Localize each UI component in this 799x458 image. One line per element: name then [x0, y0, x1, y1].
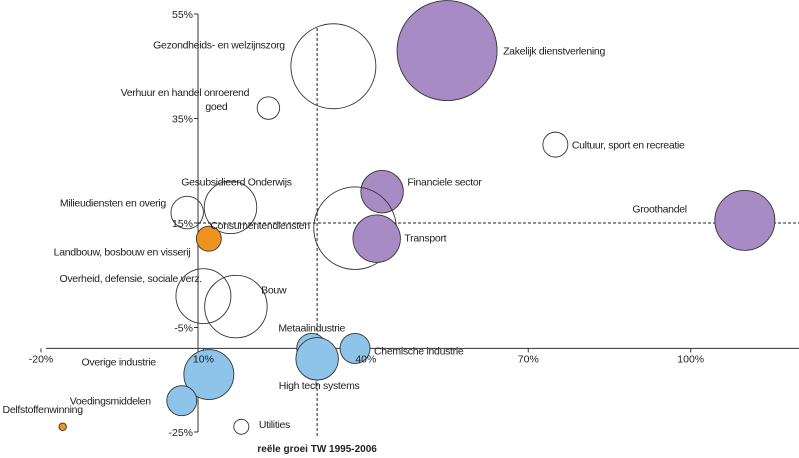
bubbles: [58, 0, 776, 435]
bubble-high-tech-systems: [295, 337, 339, 381]
bubble-transport: [352, 214, 401, 263]
bubble-voedingsmiddelen: [166, 385, 198, 417]
y-tick-label: -5%: [174, 323, 193, 335]
label-financiele-sector: Financiele sector: [407, 177, 482, 189]
bubble-overige-industrie: [183, 349, 235, 400]
x-axis-title: reële groei TW 1995-2006: [257, 444, 377, 455]
bubble-financiele-sector: [360, 169, 404, 214]
label-voedingsmiddelen: Voedingsmiddelen: [70, 396, 151, 408]
label-cultuur-sport-en-recreatie: Cultuur, sport en recreatie: [572, 140, 685, 152]
x-tick-label: -20%: [29, 353, 54, 365]
bubble-verhuur-en-handel-onroerend-goed: [256, 96, 281, 120]
y-tick-label: 55%: [172, 9, 193, 21]
x-tick-label: 100%: [677, 353, 704, 365]
bubble-utilities: [233, 418, 250, 435]
bubble-cultuur-sport-en-recreatie: [542, 131, 569, 158]
bubble-zakelijk-dienstverlening: [396, 0, 498, 102]
bubble-delfstoffenwinning: [58, 422, 67, 431]
label-consumentendiensten: Consumentendiensten: [210, 220, 310, 232]
label-groothandel: Groothandel: [632, 203, 687, 215]
label-bouw: Bouw: [261, 285, 287, 297]
y-tick-label: 35%: [172, 114, 193, 126]
bubble-milieudiensten-en-overig: [170, 195, 204, 230]
label-transport: Transport: [404, 233, 446, 245]
x-tick-label: 40%: [355, 353, 376, 365]
x-tick-label: 70%: [518, 353, 539, 365]
label-verhuur-en-handel-onroerend-goed-line-1: Verhuur en handel onroerend: [121, 87, 250, 99]
label-verhuur-en-handel-onroerend-goed-line-2: goed: [205, 101, 228, 113]
label-metaalindustrie: Metaalindustrie: [278, 322, 345, 334]
bubble-groothandel: [714, 189, 776, 251]
tick-labels: 55% 35% 15% -5% -25% -20% 10% 40% 70% 100%: [29, 9, 704, 439]
bubble-overheid-defensie-sociale-verz: [175, 268, 232, 325]
label-gesubsidieerd-onderwijs: Gesubsidieerd Onderwijs: [181, 176, 291, 188]
bubble-gezondheids-en-welzijnszorg: [290, 23, 377, 110]
label-overheid-defensie-sociale-verz: Overheid, defensie, sociale verz.: [59, 273, 201, 285]
bubble-bouw: [204, 274, 268, 339]
bubble-gesubsidieerd-onderwijs: [203, 180, 258, 235]
label-zakelijk-dienstverlening: Zakelijk dienstverlening: [503, 46, 605, 58]
label-high-tech-systems: High tech systems: [279, 380, 360, 392]
y-tick-label: -25%: [168, 427, 193, 439]
bubble-landbouw-bosbouw-en-visserij: [195, 225, 222, 252]
label-utilities: Utilities: [259, 419, 290, 431]
label-landbouw-bosbouw-en-visserij: Landbouw, bosbouw en visserij: [54, 247, 191, 259]
y-tick-label: 15%: [172, 218, 193, 230]
label-overige-industrie: Overige industrie: [82, 357, 157, 369]
label-chemische-industrie: Chemische industrie: [374, 345, 464, 357]
bubble-chemische-industrie: [339, 332, 371, 364]
label-milieudiensten-en-overig: Milieudiensten en overig: [60, 198, 166, 210]
label-delfstoffenwinning: Delfstoffenwinning: [3, 404, 84, 416]
bubble-labels: Zakelijk dienstverlening Gezondheids- en …: [3, 39, 688, 431]
x-tick-label: 10%: [193, 353, 214, 365]
label-gezondheids-en-welzijnszorg: Gezondheids- en welzijnszorg: [153, 39, 285, 51]
reference-lines: [198, 28, 799, 438]
